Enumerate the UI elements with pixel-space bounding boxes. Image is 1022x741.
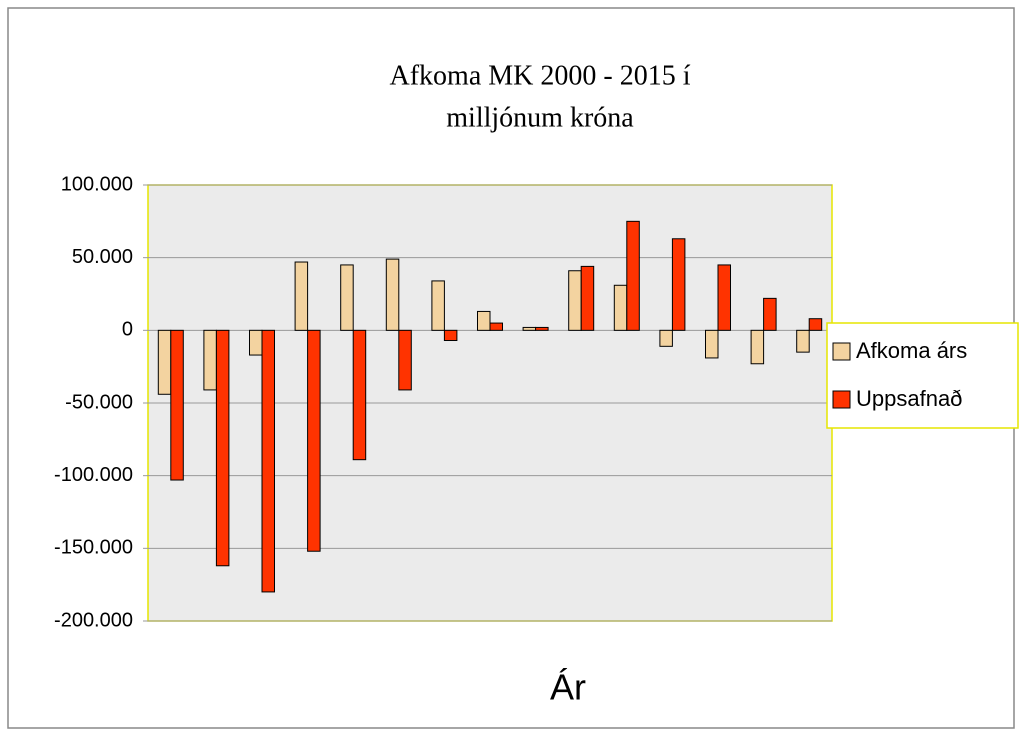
bar [294, 261, 309, 331]
y-tick-label: 0 [122, 319, 133, 341]
y-tick-label: -200.000 [54, 609, 133, 631]
bar [580, 265, 595, 331]
legend-box [826, 322, 1019, 429]
y-tick-label: 50.000 [72, 246, 133, 268]
chart-title: Afkoma MK 2000 - 2015 í [390, 60, 691, 91]
bar [717, 264, 731, 331]
legend-label: Uppsafnað [856, 386, 962, 411]
y-tick-label: -150.000 [54, 537, 133, 559]
bar [170, 329, 184, 481]
bar [750, 329, 765, 365]
bar [796, 329, 810, 353]
bar [477, 310, 491, 331]
y-tick-label: -100.000 [54, 464, 133, 486]
chart-title: milljónum króna [446, 102, 634, 133]
bar [808, 318, 823, 331]
bar [489, 322, 503, 331]
bar [385, 258, 400, 331]
bar [203, 329, 217, 391]
bar [705, 329, 719, 359]
legend-swatch [832, 342, 851, 361]
bar [763, 297, 777, 331]
bar [157, 329, 172, 395]
bar [249, 329, 263, 356]
bar [261, 329, 275, 593]
legend-label: Afkoma árs [856, 338, 967, 363]
bar [443, 329, 458, 342]
bar [307, 329, 321, 552]
bar [671, 238, 686, 331]
bar [626, 220, 640, 331]
bar [340, 264, 354, 331]
y-tick-label: 100.000 [61, 173, 133, 195]
bar [431, 280, 445, 331]
x-axis-label: Ár [550, 667, 586, 708]
bar [659, 329, 673, 347]
bar [522, 326, 537, 331]
bar [535, 326, 549, 331]
bar [568, 270, 582, 331]
y-tick-label: -50.000 [65, 391, 133, 413]
bar [613, 284, 628, 331]
bar [352, 329, 367, 461]
legend-swatch [832, 390, 851, 409]
bar [398, 329, 412, 391]
bar [215, 329, 230, 567]
